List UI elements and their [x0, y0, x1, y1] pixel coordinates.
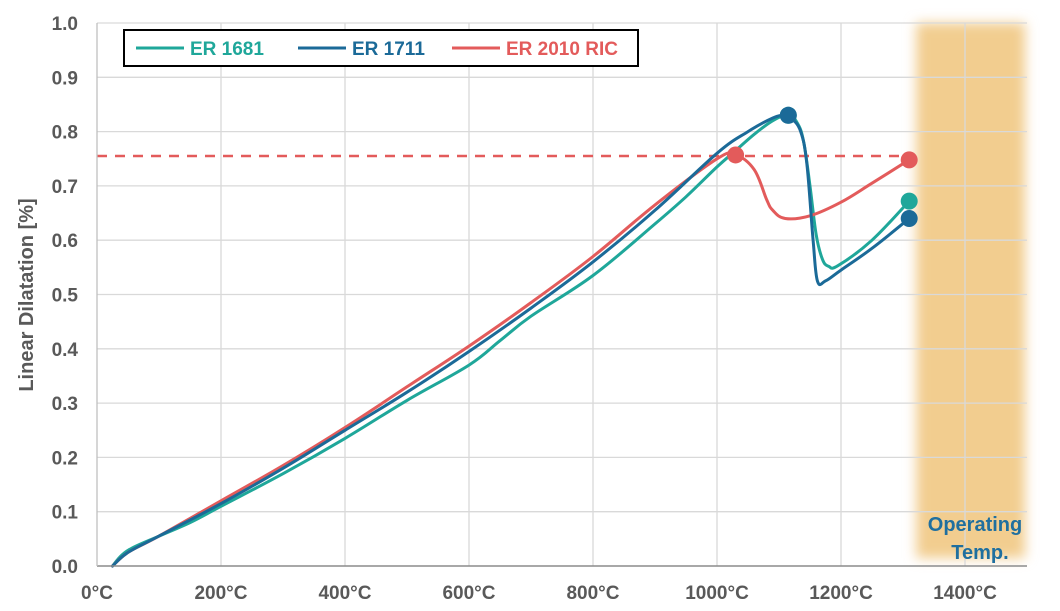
operating-temp-band-group [916, 23, 1025, 558]
series-line-er-1711 [111, 113, 911, 568]
operating-temp-band [916, 23, 1025, 558]
marker-er-1711 [779, 106, 797, 124]
x-tick-label: 1000°C [685, 583, 749, 604]
x-tick-label: 200°C [194, 583, 247, 604]
y-tick-label: 1.0 [52, 14, 78, 35]
y-tick-labels: 0.0 0.1 0.2 0.3 0.4 0.5 0.6 0.7 0.8 0.9 1.0 [52, 14, 79, 578]
marker-er-1711 [900, 209, 918, 227]
series-line-er-1681 [111, 113, 911, 568]
y-tick-label: 0.8 [52, 123, 78, 144]
x-tick-label: 1400°C [933, 583, 997, 604]
y-axis-label: Linear Dilatation [%] [16, 198, 38, 391]
y-tick-label: 0.9 [52, 68, 78, 89]
series-lines [111, 113, 911, 568]
y-tick-label: 0.0 [52, 557, 78, 578]
axes [96, 23, 1027, 567]
x-tick-label: 0°C [81, 583, 113, 604]
operating-temp-label: Operating Temp. [928, 514, 1022, 564]
grid-lines [97, 22, 1027, 566]
y-tick-label: 0.6 [52, 231, 78, 252]
operating-temp-label-line2: Temp. [951, 542, 1008, 564]
series-line-er-2010-ric [111, 151, 911, 568]
y-tick-label: 0.3 [52, 394, 78, 415]
marker-er-2010-ric [900, 151, 918, 169]
marker-er-1681 [900, 192, 918, 210]
x-tick-label: 800°C [566, 583, 619, 604]
y-tick-label: 0.2 [52, 448, 78, 469]
x-tick-label: 400°C [318, 583, 371, 604]
x-tick-labels: 0°C 200°C 400°C 600°C 800°C 1000°C 1200°C 1400°… [81, 583, 997, 604]
y-tick-label: 0.1 [52, 503, 79, 524]
legend-box [123, 29, 639, 67]
y-tick-label: 0.7 [52, 177, 78, 198]
marker-er-2010-ric [727, 146, 745, 164]
legend-label-er-1711: ER 1711 [352, 39, 425, 60]
legend-label-er-2010-ric: ER 2010 RIC [506, 39, 618, 60]
legend-label-er-1681: ER 1681 [190, 39, 264, 60]
y-tick-label: 0.4 [52, 340, 79, 361]
series-markers [727, 106, 918, 227]
x-tick-label: 600°C [442, 583, 495, 604]
y-tick-label: 0.5 [52, 286, 79, 307]
legend: ER 1681 ER 1711 ER 2010 RIC [123, 29, 639, 67]
x-tick-label: 1200°C [809, 583, 873, 604]
operating-temp-label-line1: Operating [928, 514, 1022, 536]
